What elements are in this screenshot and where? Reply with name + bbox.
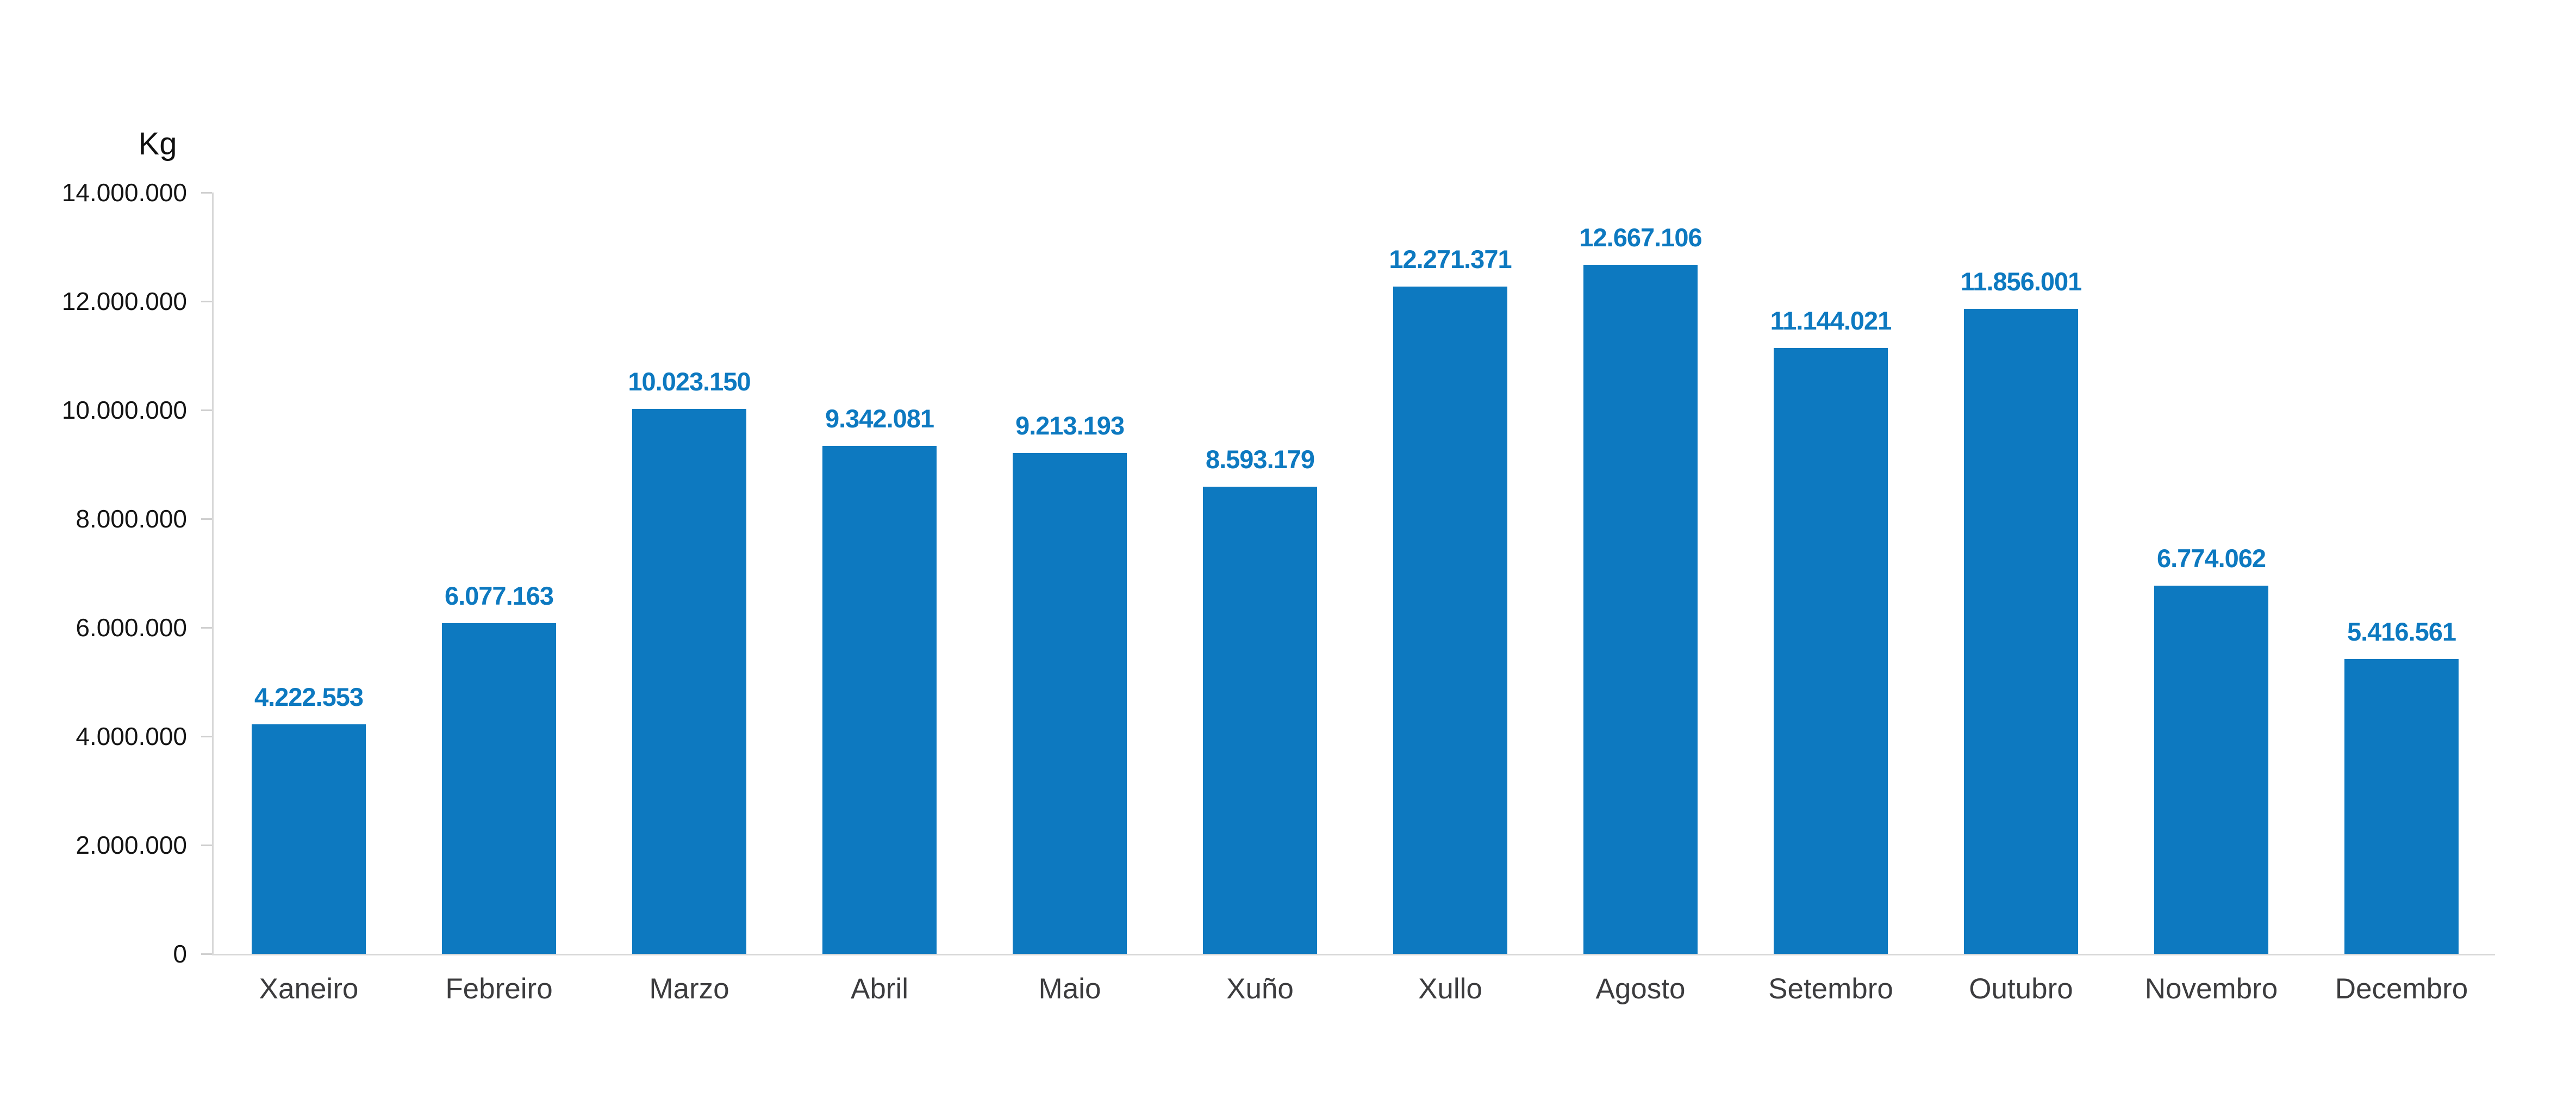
- bar-value-label: 11.856.001: [1960, 267, 2082, 296]
- bar-value-label: 12.271.371: [1389, 245, 1512, 274]
- bar-slot: 11.144.021: [1736, 193, 1926, 954]
- bar: [1964, 309, 2078, 954]
- bar-slot: 6.774.062: [2116, 193, 2306, 954]
- x-tick-label: Xullo: [1418, 973, 1482, 1005]
- bar-value-label: 11.144.021: [1770, 306, 1892, 335]
- bar-value-label: 4.222.553: [254, 682, 364, 711]
- x-tick-label: Outubro: [1969, 973, 2073, 1005]
- bar-slot: 11.856.001: [1926, 193, 2116, 954]
- y-tick-label: 14.000.000: [61, 178, 187, 207]
- x-axis-labels: Xaneiro Febreiro Marzo Abril Maio Xuño Xullo Ag…: [214, 972, 2497, 1006]
- y-tick-mark: [201, 192, 212, 194]
- x-tick-label: Setembro: [1768, 973, 1893, 1005]
- bar-slot: 5.416.561: [2306, 193, 2497, 954]
- y-axis-tick-labels: 0 2.000.000 4.000.000 6.000.000 8.000.000 10.…: [0, 178, 187, 968]
- bar: [252, 724, 366, 954]
- x-tick-label: Xaneiro: [259, 973, 359, 1005]
- y-tick-mark: [201, 301, 212, 302]
- bar-slot: 9.342.081: [784, 193, 975, 954]
- y-tick-label: 12.000.000: [61, 287, 187, 315]
- y-tick-mark: [201, 627, 212, 629]
- bar-slot: 10.023.150: [594, 193, 784, 954]
- bar: [1013, 453, 1127, 954]
- plot-area: 4.222.553 6.077.163 10.023.150 9.342.081 9.2…: [214, 193, 2497, 954]
- y-axis-line: [212, 193, 214, 954]
- bar: [1393, 287, 1507, 954]
- x-tick-label: Agosto: [1595, 973, 1686, 1005]
- y-tick-label: 6.000.000: [76, 613, 187, 642]
- y-tick-label: 8.000.000: [76, 505, 187, 533]
- bar-value-label: 6.774.062: [2156, 544, 2266, 573]
- bar-slot: 4.222.553: [214, 193, 404, 954]
- bar: [1583, 265, 1698, 954]
- bar-slot: 8.593.179: [1165, 193, 1355, 954]
- bar-slot: 6.077.163: [404, 193, 594, 954]
- bar-value-label: 10.023.150: [628, 367, 751, 396]
- x-tick-label: Decembro: [2335, 973, 2468, 1005]
- bar: [1203, 487, 1317, 954]
- y-tick-label: 0: [173, 940, 187, 968]
- x-tick-label: Abril: [850, 973, 909, 1005]
- bar-slot: 9.213.193: [975, 193, 1165, 954]
- y-tick-mark: [201, 518, 212, 520]
- bar-value-label: 6.077.163: [444, 581, 554, 610]
- y-tick-mark: [201, 736, 212, 737]
- y-tick-mark: [201, 409, 212, 411]
- x-tick-label: Marzo: [649, 973, 729, 1005]
- bar: [1774, 348, 1888, 954]
- x-axis-line: [212, 954, 2495, 955]
- x-tick-label: Novembro: [2144, 973, 2278, 1005]
- bar-value-label: 12.667.106: [1579, 223, 1702, 252]
- y-tick-label: 2.000.000: [76, 831, 187, 859]
- bar: [632, 409, 746, 954]
- y-tick-mark: [201, 953, 212, 955]
- bar-value-label: 8.593.179: [1205, 445, 1315, 474]
- x-tick-label: Febreiro: [445, 973, 553, 1005]
- y-axis-tick-marks: [201, 192, 212, 955]
- bar-value-label: 9.342.081: [825, 404, 934, 433]
- y-axis-title: Kg: [138, 126, 177, 162]
- bar-slot: 12.271.371: [1355, 193, 1545, 954]
- y-tick-label: 4.000.000: [76, 722, 187, 750]
- x-tick-label: Xuño: [1226, 973, 1294, 1005]
- bar: [2344, 659, 2459, 954]
- y-tick-mark: [201, 845, 212, 846]
- bar-slot: 12.667.106: [1545, 193, 1736, 954]
- bar: [442, 623, 556, 954]
- bar-value-label: 9.213.193: [1015, 411, 1125, 440]
- bar-value-label: 5.416.561: [2347, 617, 2456, 646]
- x-tick-label: Maio: [1038, 973, 1101, 1005]
- y-tick-label: 10.000.000: [61, 396, 187, 424]
- bar: [2154, 586, 2268, 954]
- bar: [822, 446, 937, 954]
